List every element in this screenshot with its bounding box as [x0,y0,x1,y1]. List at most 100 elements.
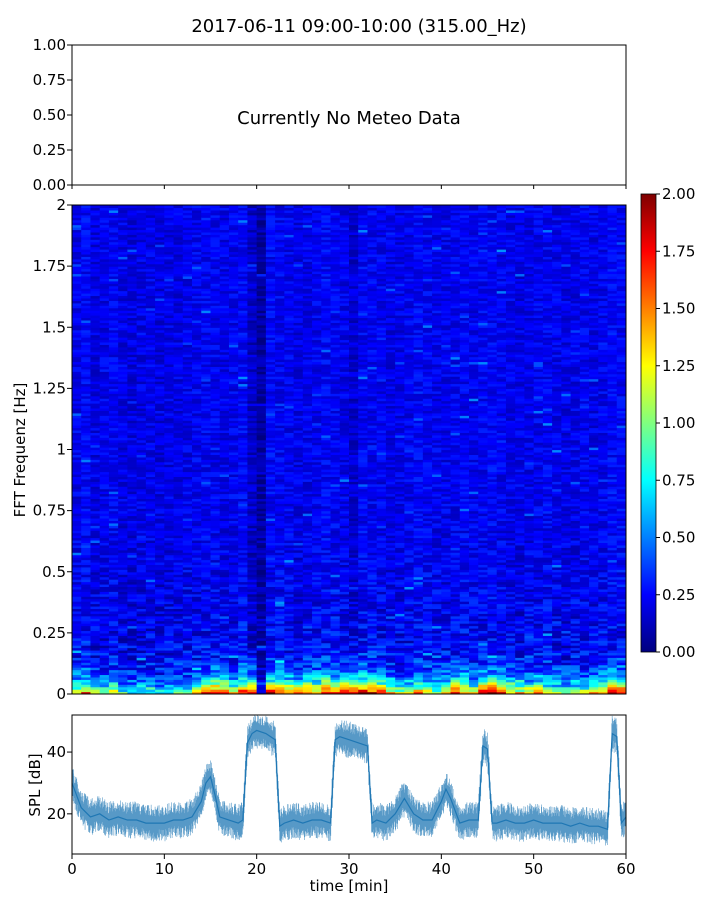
heatmap-cell [145,459,156,463]
heatmap-cell [90,437,101,441]
heatmap-cell [173,420,184,424]
heatmap-cell [90,451,101,455]
heatmap-cell [72,261,82,265]
heatmap-cell [173,547,184,551]
heatmap-cell [173,473,184,477]
heatmap-cell [90,322,101,326]
heatmap-cell [155,491,165,495]
heatmap-cell [72,427,82,431]
heatmap-cell [99,581,110,585]
heatmap-cell [99,359,110,363]
heatmap-cell [127,588,138,592]
heatmap-cell [127,539,138,544]
heatmap-cell [127,544,138,548]
heatmap-cell [108,605,119,610]
heatmap-cell [155,498,165,502]
heatmap-cell [145,390,156,394]
heatmap-cell [155,669,165,673]
heatmap-cell [108,520,119,524]
heatmap-cell [173,442,184,446]
heatmap-cell [145,488,156,492]
heatmap-cell [72,439,82,443]
heatmap-cell [155,351,165,355]
heatmap-cell [99,317,110,321]
heatmap-cell [155,268,165,272]
heatmap-cell [108,593,119,597]
heatmap-cell [127,442,138,446]
heatmap-cell [118,581,128,585]
heatmap-cell [81,359,92,363]
heatmap-cell [118,564,128,568]
heatmap-cell [145,415,156,419]
heatmap-cell [99,212,110,216]
heatmap-cell [90,574,101,578]
heatmap-cell [81,620,92,624]
heatmap-cell [164,422,175,426]
heatmap-cell [108,315,119,319]
heatmap-cell [108,552,119,556]
heatmap-cell [145,520,156,524]
heatmap-cell [145,517,156,521]
heatmap-cell [173,527,184,531]
heatmap-cell [155,288,165,292]
heatmap-cell [155,513,165,517]
heatmap-cell [136,608,147,612]
heatmap-cell [81,684,92,688]
heatmap-cell [81,324,92,328]
heatmap-cell [155,400,165,404]
heatmap-cell [72,236,82,240]
heatmap-cell [108,473,119,477]
heatmap-cell [173,415,184,419]
heatmap-cell [145,576,156,580]
heatmap-cell [136,444,147,448]
heatmap-cell [81,476,92,480]
heatmap-cell [72,598,82,602]
heatmap-cell [108,654,119,658]
heatmap-cell [127,244,138,248]
heatmap-cell [108,652,119,656]
heatmap-cell [99,378,110,382]
heatmap-cell [108,383,119,387]
heatmap-cell [118,527,128,531]
heatmap-cell [81,464,92,468]
heatmap-cell [136,508,147,512]
heatmap-cell [155,307,165,311]
heatmap-cell [118,554,128,558]
heatmap-cell [118,500,128,504]
heatmap-cell [99,434,110,438]
heatmap-cell [145,344,156,348]
heatmap-cell [108,664,119,668]
heatmap-cell [81,451,92,455]
heatmap-cell [90,271,101,275]
heatmap-cell [72,319,82,323]
heatmap-cell [164,400,175,404]
heatmap-cell [99,351,110,355]
heatmap-cell [108,451,119,455]
heatmap-cell [108,368,119,372]
heatmap-cell [118,645,128,649]
heatmap-cell [155,623,165,627]
heatmap-cell [173,672,184,676]
heatmap-cell [145,427,156,431]
heatmap-cell [81,251,92,255]
heatmap-cell [155,420,165,424]
heatmap-cell [99,674,110,678]
heatmap-cell [127,209,138,213]
heatmap-cell [136,244,147,248]
heatmap-cell [155,388,165,392]
heatmap-cell [90,310,101,314]
heatmap-cell [99,339,110,343]
heatmap-cell [108,574,119,578]
heatmap-cell [108,205,119,209]
heatmap-cell [164,219,175,223]
heatmap-cell [90,637,101,641]
heatmap-cell [72,288,82,292]
heatmap-cell [155,601,165,605]
heatmap-cell [90,422,101,426]
heatmap-cell [108,366,119,370]
heatmap-cell [164,645,175,649]
heatmap-cell [118,598,128,602]
heatmap-cell [145,217,156,221]
heatmap-cell [81,549,92,553]
heatmap-cell [90,385,101,389]
